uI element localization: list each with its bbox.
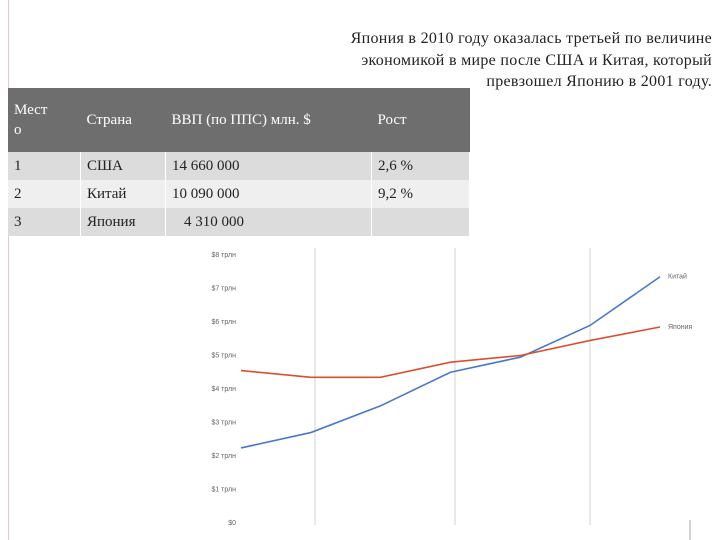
vertical-grid [314, 248, 591, 525]
table-row: 1 США 14 660 000 2,6 % [8, 152, 470, 180]
table-body: 1 США 14 660 000 2,6 % 2 Китай 10 090 000 9,2 %… [8, 152, 470, 236]
table-cell: Китай [80, 180, 166, 208]
header-cell: Место [8, 88, 81, 152]
table-cell: 2,6 % [371, 152, 470, 180]
table-cell: Япония [80, 208, 166, 236]
series-label: Япония [668, 324, 693, 331]
y-tick-label: $1 трлн [211, 486, 236, 493]
table-cell: 10 090 000 [165, 180, 372, 208]
y-tick-label: $8 трлн [211, 252, 236, 259]
y-tick-label: $4 трлн [211, 386, 236, 393]
table-cell: 9,2 % [371, 180, 470, 208]
table-cell: США [80, 152, 166, 180]
table-cell: 3 [8, 208, 81, 236]
header-text: Место [14, 102, 48, 138]
table-cell [371, 208, 470, 236]
table-cell: 4 310 000 [165, 208, 372, 236]
y-tick-label: $7 трлн [211, 285, 236, 292]
y-tick-label: $5 трлн [211, 352, 236, 359]
table-cell: 14 660 000 [165, 152, 372, 180]
y-tick-label: $0 [228, 520, 236, 527]
series-label: Китай [668, 273, 687, 281]
heading: Япония в 2010 году оказалась третьей по … [350, 30, 712, 90]
decor-line [8, 0, 9, 540]
y-tick-label: $2 трлн [211, 453, 236, 460]
header-cell: Страна [80, 88, 166, 152]
y-tick-label: $3 трлн [211, 419, 236, 426]
table-cell: 2 [8, 180, 81, 208]
table-row: 2 Китай 10 090 000 9,2 % [8, 180, 470, 208]
table-cell: 1 [8, 152, 81, 180]
table-row: 3 Япония 4 310 000 [8, 208, 470, 236]
header-row: Место Страна ВВП (по ППС) млн. $ Рост [8, 88, 470, 152]
series-line [240, 326, 661, 379]
header-cell: ВВП (по ППС) млн. $ [165, 88, 372, 152]
y-tick-label: $6 трлн [211, 319, 236, 326]
series-line [240, 276, 661, 449]
header-text: ВВП (по ППС) млн. $ [171, 112, 311, 128]
header-cell: Рост [371, 88, 470, 152]
